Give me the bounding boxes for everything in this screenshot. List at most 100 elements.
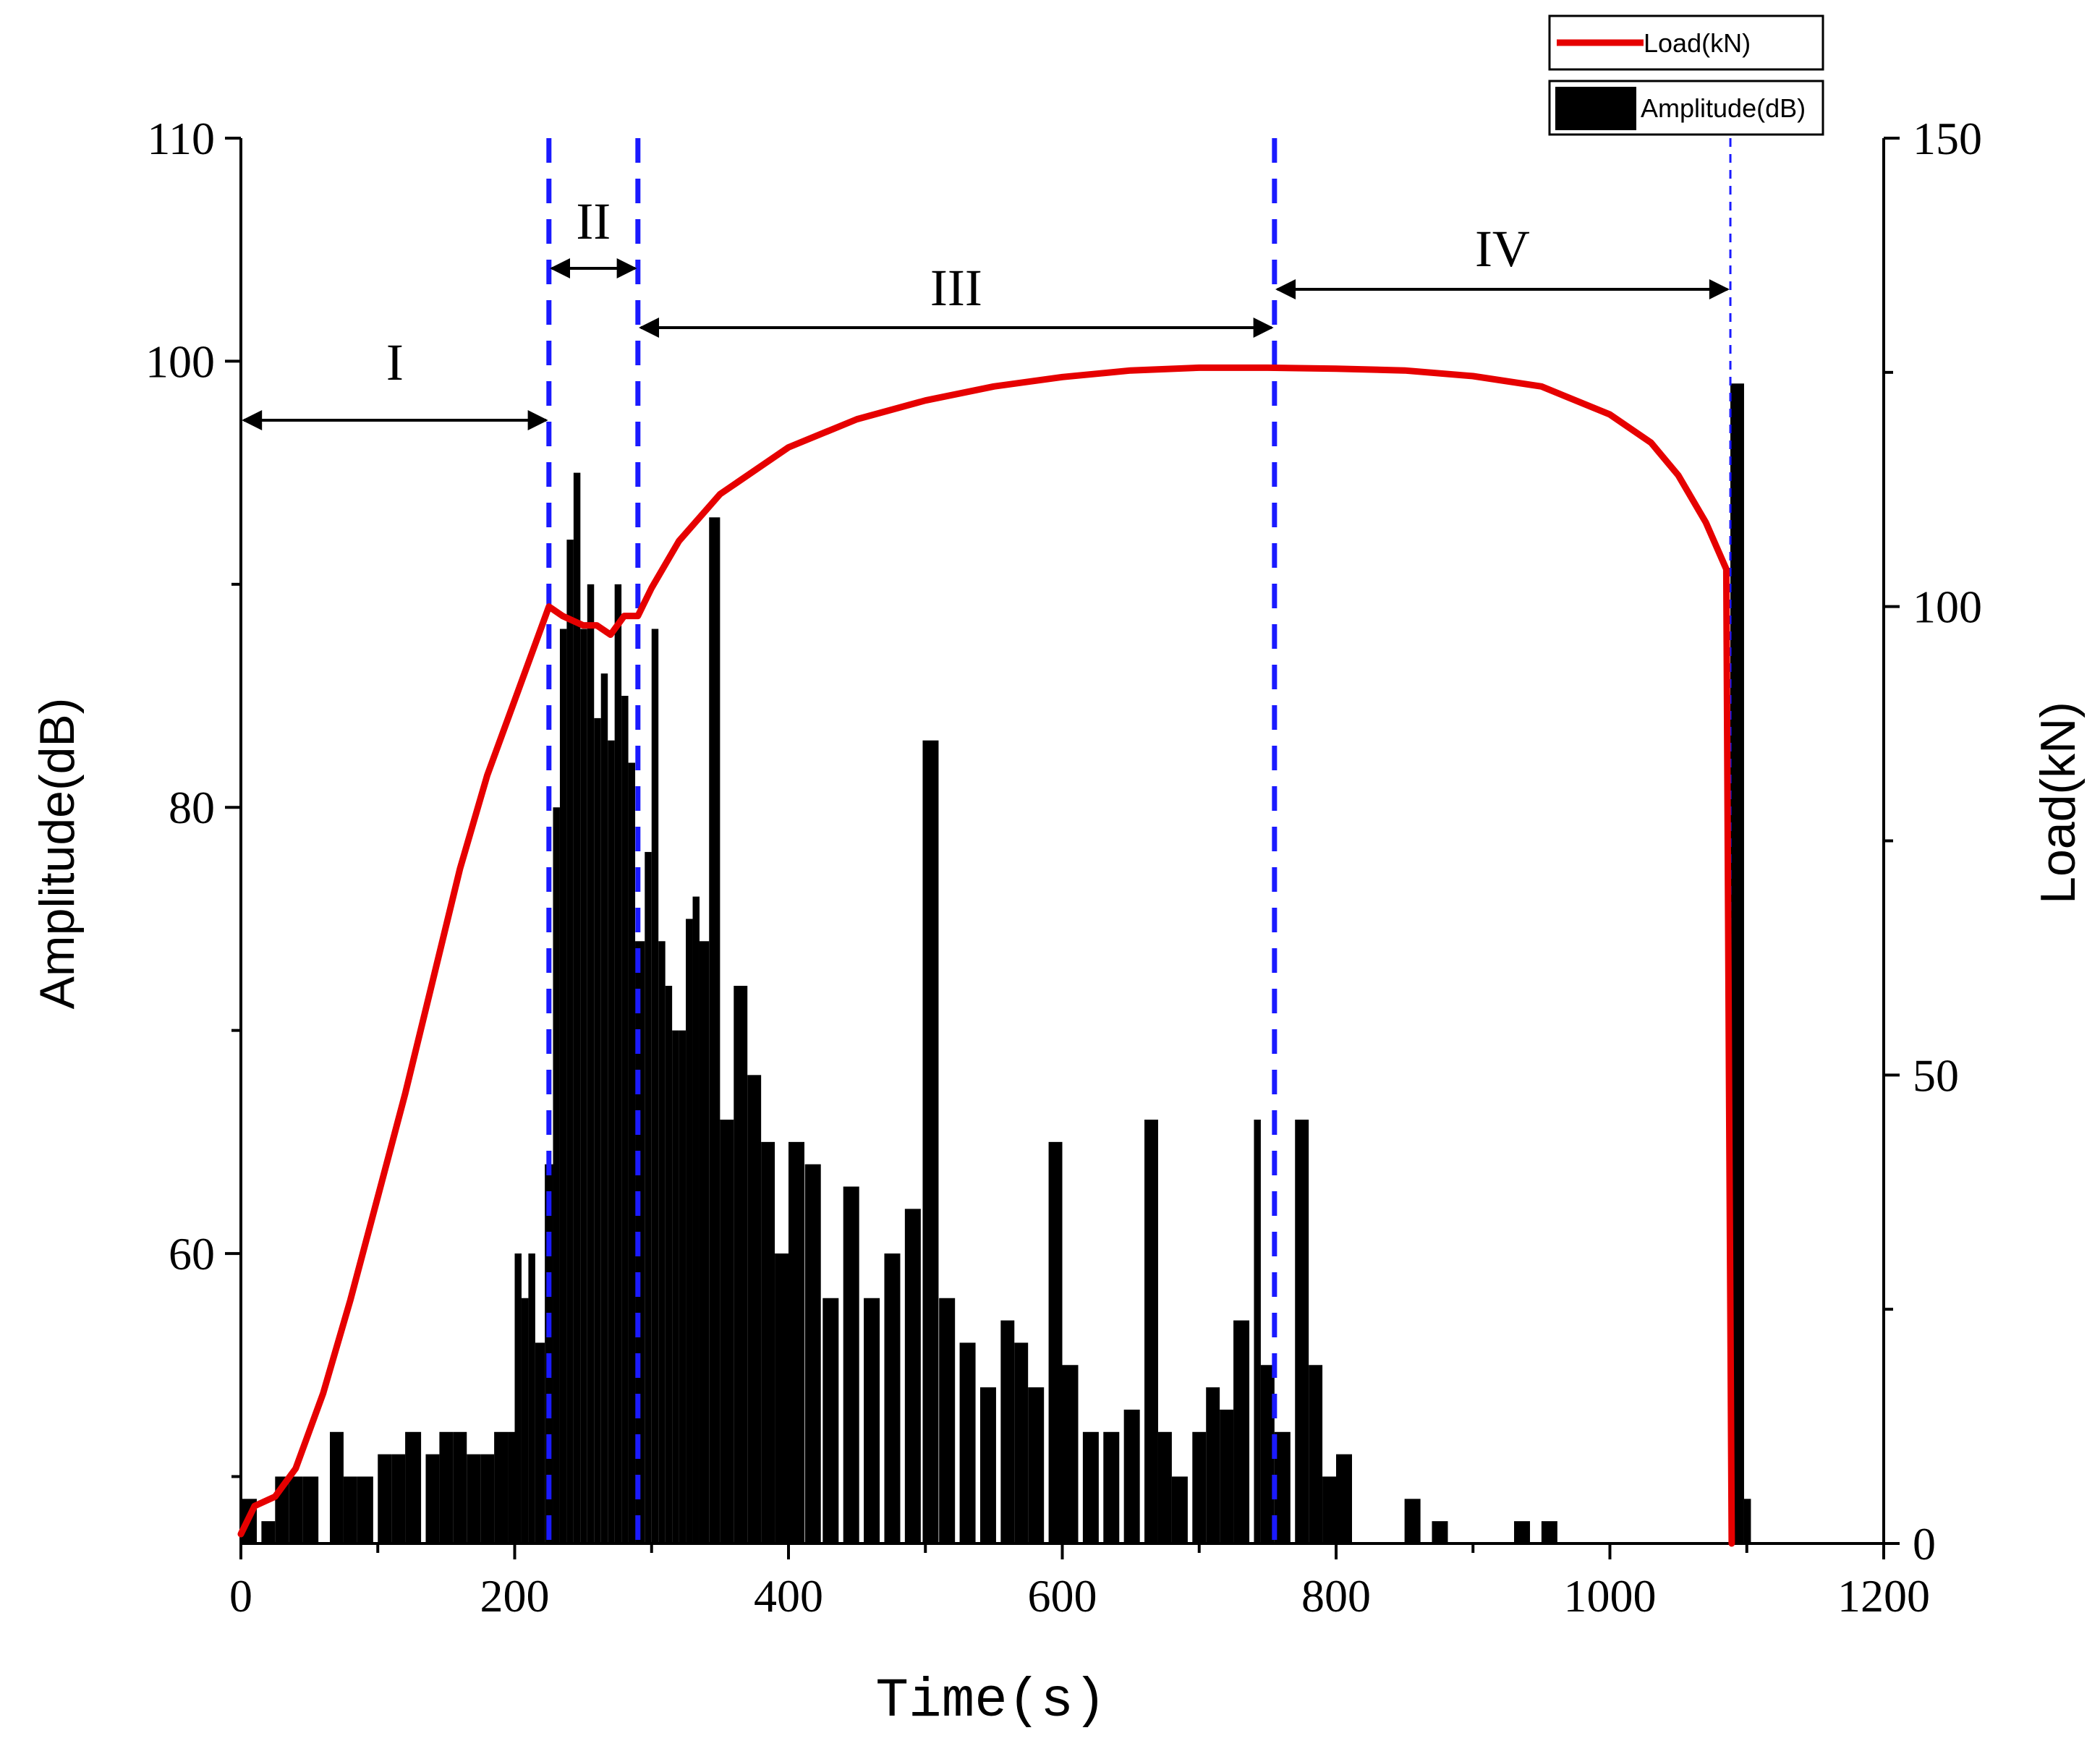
amplitude-bar	[1336, 1454, 1352, 1543]
stage-label: III	[930, 259, 982, 317]
amplitude-bar	[709, 517, 720, 1544]
amplitude-bar	[922, 740, 939, 1543]
amplitude-bar	[658, 941, 666, 1543]
amplitude-bar	[1233, 1320, 1250, 1543]
amplitude-bar	[587, 584, 595, 1543]
amplitude-bar	[843, 1186, 859, 1543]
amplitude-bar	[904, 1209, 921, 1543]
y-left-tick-label: 60	[169, 1228, 215, 1279]
amplitude-bar	[1254, 1120, 1261, 1543]
amplitude-bar	[720, 1120, 734, 1543]
amplitude-bar	[1192, 1431, 1207, 1543]
amplitude-bar	[302, 1476, 319, 1543]
amplitude-bar	[1730, 383, 1744, 1544]
legend: Load(kN) Amplitude(dB)	[1548, 14, 1824, 136]
stage-label: II	[576, 192, 611, 250]
amplitude-bar	[804, 1164, 821, 1543]
amplitude-bar	[822, 1298, 839, 1543]
amplitude-bar	[1014, 1342, 1029, 1543]
amplitude-bar	[600, 673, 608, 1544]
y-right-tick-label: 150	[1913, 113, 1982, 164]
amplitude-bar	[665, 985, 673, 1543]
x-tick-label: 1000	[1564, 1570, 1657, 1622]
amplitude-bar	[566, 540, 574, 1544]
amplitude-bar	[628, 762, 636, 1543]
x-tick-label: 1200	[1837, 1570, 1930, 1622]
amplitude-bar	[1028, 1387, 1045, 1543]
amplitude-bar	[1144, 1120, 1158, 1543]
y-axis-right-title: Load(kN)	[2031, 702, 2086, 904]
x-tick-label: 200	[480, 1570, 550, 1622]
amplitude-bar	[357, 1476, 373, 1543]
y-left-tick-label: 100	[145, 336, 215, 387]
amplitude-bar	[734, 985, 748, 1543]
load-line-layer	[237, 364, 1735, 1547]
amplitude-bar	[1171, 1476, 1188, 1543]
legend-amplitude-label: Amplitude(dB)	[1641, 93, 1806, 123]
y-right-tick-label: 0	[1913, 1518, 1936, 1570]
amplitude-bar	[699, 941, 710, 1543]
amplitude-bar	[651, 629, 659, 1543]
amplitude-bar	[594, 717, 601, 1543]
amplitude-bar	[1220, 1409, 1234, 1543]
legend-load-box	[1548, 14, 1824, 71]
amplitude-bar	[608, 740, 615, 1543]
amplitude-bar	[439, 1431, 454, 1543]
amplitude-bar	[391, 1454, 406, 1543]
amplitude-bar	[1309, 1365, 1323, 1543]
amplitude-bar	[1404, 1499, 1421, 1543]
amplitude-bar	[494, 1431, 509, 1543]
amplitude-bar	[761, 1141, 775, 1543]
amplitude-bar	[959, 1342, 976, 1543]
legend-amplitude-swatch	[1555, 87, 1636, 130]
amplitude-bar	[480, 1454, 495, 1543]
amplitude-bar	[979, 1387, 996, 1543]
amplitude-bar	[1206, 1387, 1220, 1543]
amplitude-bar	[1274, 1431, 1291, 1543]
amplitude-bar	[508, 1431, 515, 1543]
amplitude-bar	[692, 896, 700, 1543]
amplitude-bar	[884, 1253, 901, 1543]
amplitude-bar	[621, 696, 629, 1543]
amplitude-bar	[330, 1431, 344, 1543]
amplitude-bar	[453, 1431, 467, 1543]
amplitude-bar	[1082, 1431, 1099, 1543]
amplitude-bar	[679, 1030, 686, 1543]
amplitude-bar	[559, 629, 567, 1543]
amplitude-bar	[672, 1030, 679, 1543]
amplitude-bar	[535, 1342, 545, 1543]
axes: 0 200 400 600 800 1000 1200 60 80 100 110 0 50 100 150	[145, 113, 1982, 1622]
x-axis-title: Time(s)	[875, 1670, 1106, 1732]
amplitude-bar	[405, 1431, 422, 1543]
amplitude-bar	[1048, 1141, 1063, 1543]
amplitude-bar	[1260, 1365, 1275, 1543]
x-tick-label: 800	[1301, 1570, 1371, 1622]
amplitude-bar	[1432, 1521, 1448, 1543]
amplitude-bar	[1103, 1431, 1120, 1543]
y-axis-left-title: Amplitude(dB)	[30, 698, 85, 1010]
amplitude-bar	[775, 1253, 788, 1543]
amplitude-bar	[343, 1476, 357, 1543]
stage-label: I	[386, 333, 404, 391]
y-right-tick-label: 50	[1913, 1049, 1959, 1101]
amplitude-bar	[939, 1298, 956, 1543]
y-left-tick-label: 80	[169, 782, 215, 833]
amplitude-bar	[580, 629, 587, 1543]
legend-load-label: Load(kN)	[1644, 28, 1751, 58]
amplitude-bar	[1514, 1521, 1531, 1543]
amplitude-bar	[378, 1454, 392, 1543]
x-tick-label: 0	[229, 1570, 252, 1622]
amplitude-bar	[1322, 1476, 1336, 1543]
amplitude-bar	[467, 1454, 481, 1543]
amplitude-bar	[788, 1141, 804, 1543]
amplitude-bar	[864, 1298, 880, 1543]
amplitude-bar	[1123, 1409, 1140, 1543]
x-tick-label: 400	[754, 1570, 823, 1622]
y-right-tick-label: 100	[1913, 582, 1982, 633]
amplitude-bar	[747, 1075, 762, 1543]
load-line	[237, 364, 1735, 1547]
amplitude-bar	[645, 851, 652, 1543]
amplitude-bars	[241, 383, 1751, 1544]
